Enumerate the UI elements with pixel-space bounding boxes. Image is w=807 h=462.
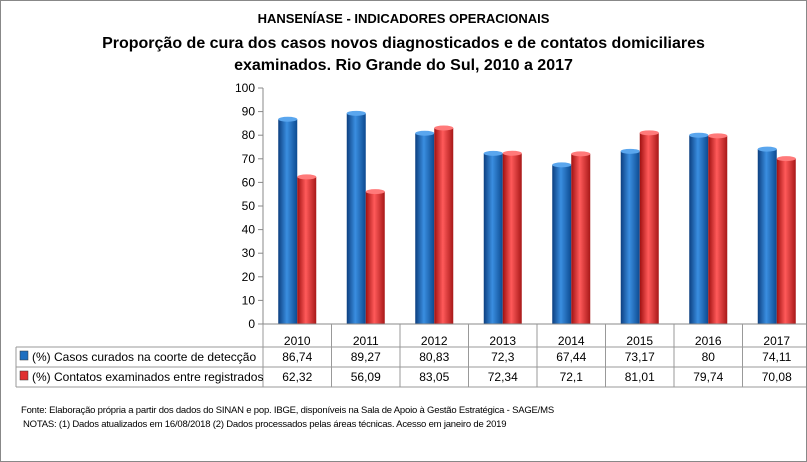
x-category-label: 2010 [284, 334, 311, 348]
data-label: 80 [702, 350, 716, 364]
x-category-label: 2015 [626, 334, 653, 348]
data-label: 83,05 [419, 370, 449, 384]
bar-top [297, 174, 317, 180]
x-category-label: 2013 [489, 334, 516, 348]
x-category-label: 2014 [558, 334, 585, 348]
bar-contacts [708, 135, 728, 324]
x-category-label: 2016 [695, 334, 722, 348]
bar-contacts [434, 128, 454, 324]
bar-top [552, 162, 572, 168]
bar-cured [689, 135, 709, 324]
bar-contacts [297, 176, 317, 324]
bar-cured [620, 151, 640, 324]
y-tick-label: 70 [242, 152, 256, 166]
data-label: 74,11 [762, 350, 791, 364]
data-label: 62,32 [282, 370, 312, 384]
data-label: 70,08 [762, 370, 792, 384]
chart-subtitle-line-2: examinados. Rio Grande do Sul, 2010 a 20… [234, 57, 573, 74]
bar-top [776, 156, 796, 162]
data-label: 67,44 [556, 350, 586, 364]
footer-notes: NOTAS: (1) Dados atualizados em 16/08/20… [23, 419, 507, 430]
bar-cured [757, 149, 777, 324]
bar-top [708, 133, 728, 139]
data-label: 72,34 [488, 370, 518, 384]
bar-top [365, 189, 385, 195]
y-tick-label: 60 [242, 175, 256, 189]
legend-label: (%) Casos curados na coorte de detecção [32, 350, 256, 364]
bar-contacts [776, 158, 796, 324]
y-tick-label: 90 [242, 105, 256, 119]
bar-top [620, 148, 640, 154]
data-label: 79,74 [693, 370, 723, 384]
bar-top [483, 150, 503, 156]
y-tick-label: 80 [242, 128, 256, 142]
y-tick-label: 40 [242, 223, 256, 237]
y-tick-label: 30 [242, 246, 256, 260]
data-label: 89,27 [351, 350, 381, 364]
bar-top [502, 150, 522, 156]
y-tick-label: 0 [248, 317, 255, 331]
bar-top [757, 146, 777, 152]
footer-source: Fonte: Elaboração própria a partir dos d… [21, 405, 554, 416]
chart-subtitle-line-1: Proporção de cura dos casos novos diagno… [102, 35, 705, 52]
bar-top [415, 130, 435, 136]
bar-contacts [571, 153, 591, 324]
data-label: 80,83 [419, 350, 449, 364]
y-tick-label: 10 [242, 293, 256, 307]
data-label: 72,3 [491, 350, 515, 364]
x-category-label: 2012 [421, 334, 448, 348]
bar-cured [278, 119, 298, 324]
bar-cured [483, 153, 503, 324]
bar-contacts [502, 153, 522, 324]
y-tick-label: 20 [242, 270, 256, 284]
bar-top [639, 130, 659, 136]
data-label: 72,1 [560, 370, 584, 384]
bar-cured [552, 164, 572, 324]
data-label: 81,01 [625, 370, 655, 384]
legend-swatch [19, 350, 29, 361]
data-label: 56,09 [351, 370, 381, 384]
x-category-label: 2017 [763, 334, 790, 348]
data-label: 86,74 [282, 350, 312, 364]
y-tick-label: 100 [235, 81, 255, 95]
legend-swatch [19, 370, 29, 381]
y-tick-label: 50 [242, 199, 256, 213]
bar-cured [346, 113, 366, 324]
chart-title: HANSENÍASE - INDICADORES OPERACIONAIS [257, 11, 550, 26]
data-label: 73,17 [625, 350, 655, 364]
bar-top [346, 110, 366, 116]
bar-top [571, 151, 591, 157]
x-category-label: 2011 [353, 334, 379, 348]
bar-contacts [365, 191, 385, 324]
bar-top [434, 125, 454, 131]
bar-top [689, 132, 709, 138]
bar-cured [415, 133, 435, 324]
legend-label: (%) Contatos examinados entre registrado… [32, 370, 263, 384]
bar-contacts [639, 132, 659, 324]
bar-top [278, 116, 298, 122]
